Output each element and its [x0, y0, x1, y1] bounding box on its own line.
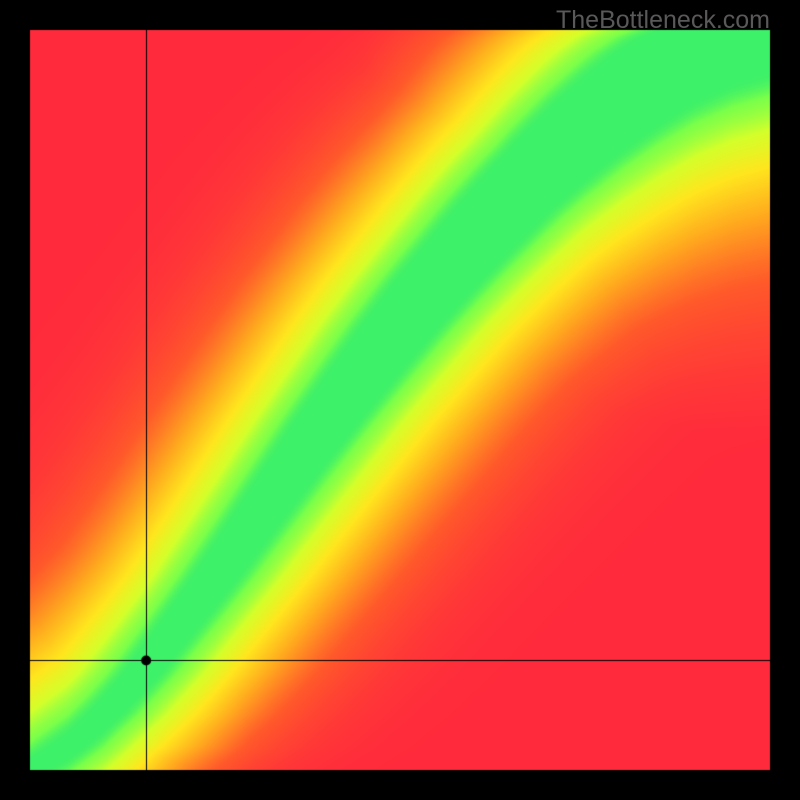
heatmap-canvas: [0, 0, 800, 800]
watermark-text: TheBottleneck.com: [556, 6, 770, 35]
chart-container: TheBottleneck.com: [0, 0, 800, 800]
